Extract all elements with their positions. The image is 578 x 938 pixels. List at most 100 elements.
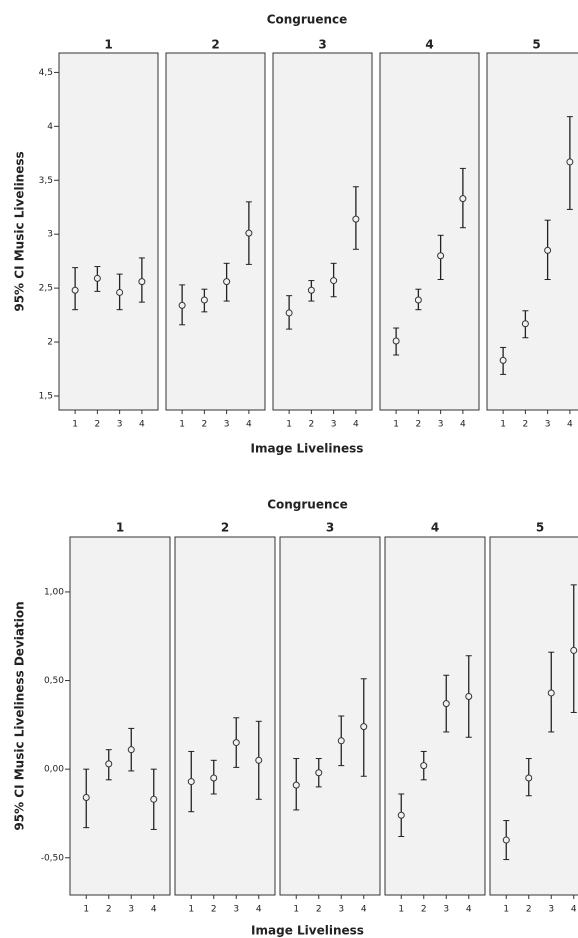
mean-point xyxy=(465,693,473,701)
error-bar xyxy=(414,288,422,311)
y-tick-label: 1,5 xyxy=(39,391,53,401)
x-tick-label: 4 xyxy=(361,905,367,915)
facet-label: 4 xyxy=(431,521,439,535)
error-bar xyxy=(570,584,578,713)
x-tick-label: 4 xyxy=(571,905,577,915)
x-axis-label: Image Liveliness xyxy=(251,442,364,456)
mean-point xyxy=(292,781,300,789)
x-tick-label: 1 xyxy=(503,905,509,915)
x-tick-label: 1 xyxy=(83,905,89,915)
y-tick-label: 2 xyxy=(47,338,53,348)
x-tick-label: 3 xyxy=(443,905,449,915)
error-bar xyxy=(71,267,79,311)
mean-point xyxy=(442,700,450,708)
facet-label: 2 xyxy=(221,521,229,535)
mean-point xyxy=(93,274,101,282)
x-tick-label: 2 xyxy=(421,905,427,915)
mean-point xyxy=(245,229,253,237)
mean-point xyxy=(232,739,240,747)
mean-point xyxy=(223,278,231,286)
x-tick-label: 4 xyxy=(567,420,573,430)
x-tick-label: 3 xyxy=(128,905,134,915)
error-bar xyxy=(307,280,315,302)
mean-point xyxy=(499,356,507,364)
x-tick-label: 3 xyxy=(548,905,554,915)
y-axis-label: 95% CI Music Liveliness Deviation xyxy=(13,601,27,830)
error-bar xyxy=(437,234,445,280)
facet-label: 1 xyxy=(104,38,112,52)
x-tick-label: 1 xyxy=(393,420,399,430)
error-bar xyxy=(178,284,186,326)
mean-point xyxy=(187,778,195,786)
mean-point xyxy=(570,646,578,654)
mean-point xyxy=(360,723,368,731)
error-bar xyxy=(392,327,400,356)
mean-point xyxy=(352,215,360,223)
mean-point xyxy=(397,811,405,819)
x-tick-label: 4 xyxy=(139,420,145,430)
error-bar xyxy=(292,758,300,811)
mean-point xyxy=(459,195,467,203)
error-bar xyxy=(82,768,90,829)
x-tick-label: 2 xyxy=(95,420,101,430)
error-bar xyxy=(337,715,345,767)
x-axis-label: Image Liveliness xyxy=(251,924,364,938)
error-bar xyxy=(138,257,146,303)
mean-point xyxy=(178,301,186,309)
mean-point xyxy=(307,286,315,294)
panel xyxy=(272,52,373,411)
x-tick-label: 3 xyxy=(117,420,123,430)
chart-title: Congruence xyxy=(267,13,348,27)
mean-point xyxy=(116,288,124,296)
error-bar xyxy=(360,678,368,777)
error-bar xyxy=(566,116,574,210)
x-tick-label: 1 xyxy=(188,905,194,915)
y-tick-label: 2,5 xyxy=(39,284,53,294)
x-tick-label: 1 xyxy=(72,420,78,430)
facet-label: 2 xyxy=(211,38,219,52)
mean-point xyxy=(337,737,345,745)
mean-point xyxy=(544,246,552,254)
mean-point xyxy=(315,769,323,777)
panel xyxy=(69,536,171,896)
mean-point xyxy=(330,277,338,285)
error-bar xyxy=(525,758,533,797)
x-tick-label: 1 xyxy=(500,420,506,430)
y-tick-label: 3,5 xyxy=(39,176,53,186)
error-bar xyxy=(420,750,428,781)
x-tick-label: 3 xyxy=(233,905,239,915)
mean-point xyxy=(566,158,574,166)
mean-point xyxy=(200,296,208,304)
mean-point xyxy=(285,309,293,317)
facet-label: 5 xyxy=(536,521,544,535)
x-tick-label: 3 xyxy=(338,905,344,915)
mean-point xyxy=(525,774,533,782)
facet-label: 4 xyxy=(425,38,433,52)
y-tick-label: 4,5 xyxy=(39,68,53,78)
y-axis-label: 95% CI Music Liveliness xyxy=(13,151,27,311)
mean-point xyxy=(414,296,422,304)
error-bar xyxy=(330,262,338,298)
panel xyxy=(384,536,486,896)
panel xyxy=(58,52,159,411)
y-tick-label: -0,50 xyxy=(41,853,65,863)
error-bar xyxy=(352,186,360,250)
mean-point xyxy=(521,320,529,328)
mean-point xyxy=(392,337,400,345)
x-tick-label: 3 xyxy=(331,420,337,430)
error-bar xyxy=(544,219,552,280)
panel xyxy=(489,536,578,896)
error-bar xyxy=(116,273,124,311)
x-tick-label: 1 xyxy=(179,420,185,430)
mean-point xyxy=(127,746,135,754)
mean-point xyxy=(71,286,79,294)
error-bar xyxy=(232,717,240,768)
mean-point xyxy=(210,774,218,782)
error-bar xyxy=(397,793,405,838)
mean-point xyxy=(420,762,428,770)
facet-label: 5 xyxy=(532,38,540,52)
mean-point xyxy=(105,760,113,768)
x-tick-label: 2 xyxy=(106,905,112,915)
x-tick-label: 2 xyxy=(523,420,529,430)
